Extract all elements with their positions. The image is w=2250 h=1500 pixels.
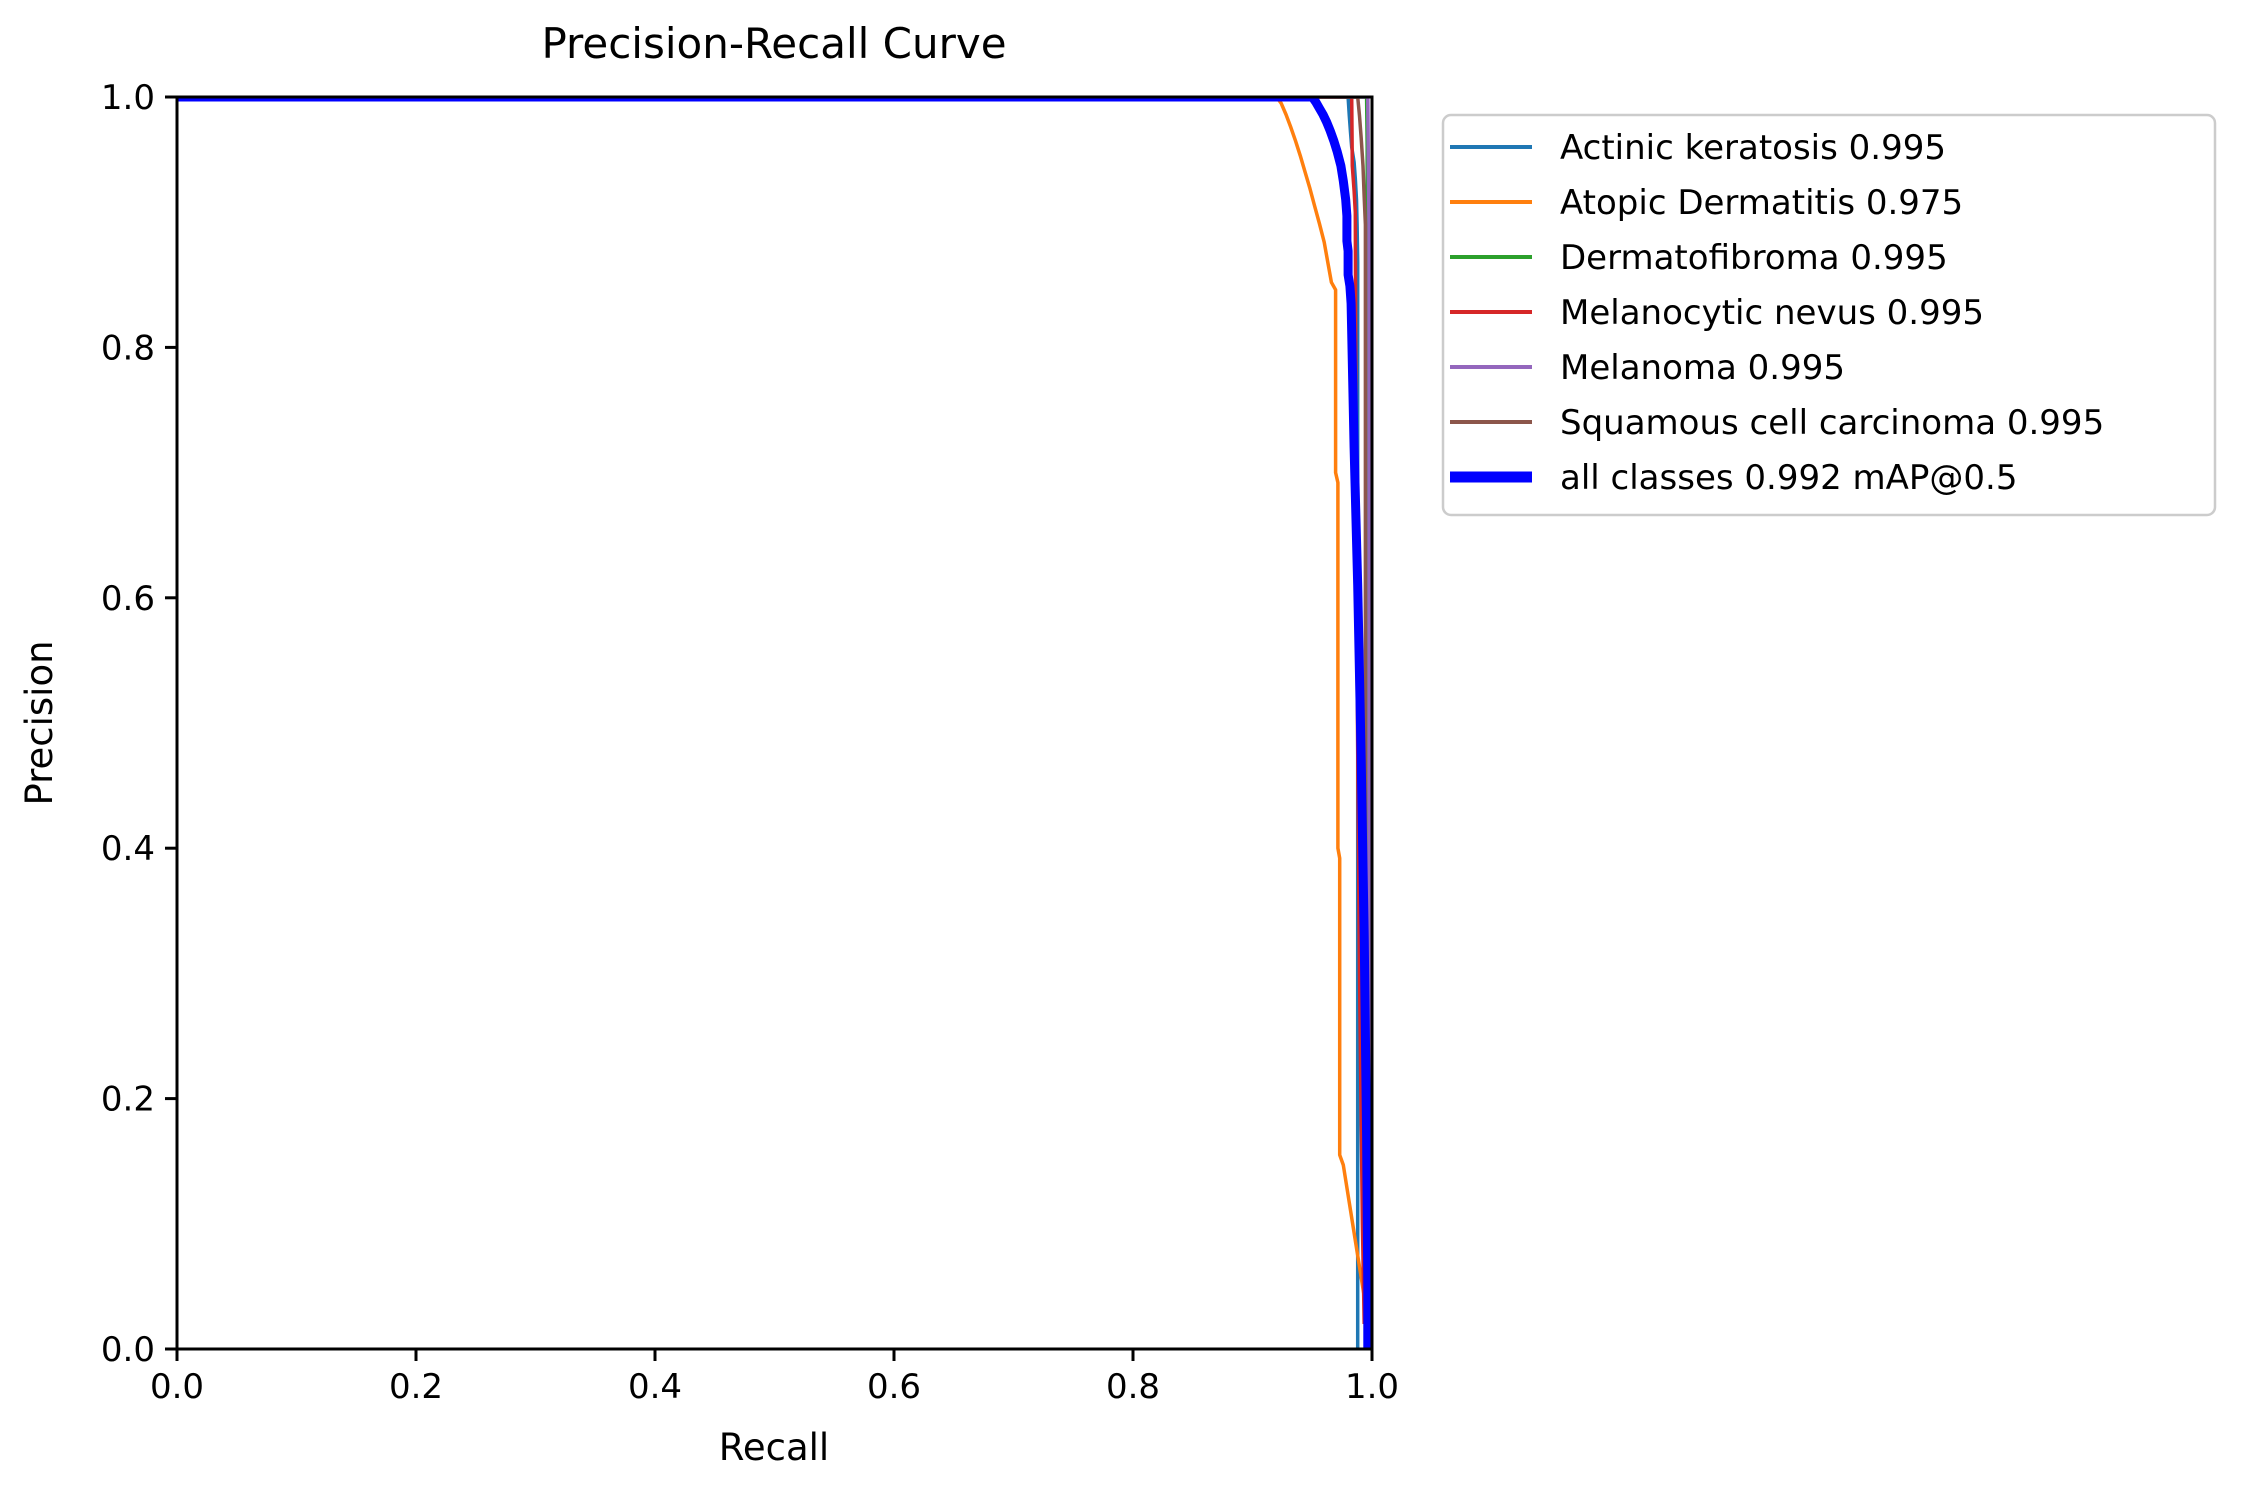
x-tick-label: 0.2 <box>389 1367 443 1407</box>
plot-border <box>175 95 1374 1351</box>
legend: Actinic keratosis 0.995 Atopic Dermatitis… <box>1441 113 2217 517</box>
series-group <box>177 97 1372 1349</box>
legend-label-actinic-keratosis: Actinic keratosis 0.995 <box>1560 128 1946 168</box>
ticks-group: 0.0 0.2 0.4 0.6 0.8 1.0 0.0 0.2 0.4 0.6 0.8 1.0 <box>101 78 1399 1407</box>
series-line-dermatofibroma <box>177 97 1369 1349</box>
y-tick-label: 1.0 <box>101 78 155 118</box>
y-tick-label: 0.4 <box>101 829 155 869</box>
legend-item-dermatofibroma: Dermatofibroma 0.995 <box>1450 238 1948 278</box>
x-axis-label: Recall <box>719 1426 829 1469</box>
legend-label-atopic-dermatitis: Atopic Dermatitis 0.975 <box>1560 183 1963 223</box>
y-tick-label: 0.6 <box>101 579 155 619</box>
legend-label-melanoma: Melanoma 0.995 <box>1560 348 1845 388</box>
legend-label-melanocytic-nevus: Melanocytic nevus 0.995 <box>1560 293 1984 333</box>
y-tick-label: 0.2 <box>101 1080 155 1120</box>
legend-item-atopic-dermatitis: Atopic Dermatitis 0.975 <box>1450 183 1963 223</box>
x-tick-label: 0.6 <box>867 1367 921 1407</box>
chart-title: Precision-Recall Curve <box>541 19 1006 68</box>
legend-item-melanoma: Melanoma 0.995 <box>1450 348 1845 388</box>
series-line-melanocytic-nevus <box>177 97 1366 1325</box>
legend-label-all-classes: all classes 0.992 mAP@0.5 <box>1560 458 2017 498</box>
legend-label-dermatofibroma: Dermatofibroma 0.995 <box>1560 238 1948 278</box>
legend-label-squamous-cell-carcinoma: Squamous cell carcinoma 0.995 <box>1560 403 2104 443</box>
legend-item-melanocytic-nevus: Melanocytic nevus 0.995 <box>1450 293 1984 333</box>
series-line-melanoma <box>177 97 1371 1349</box>
series-line-actinic-keratosis <box>177 97 1360 1349</box>
series-line-squamous-cell-carcinoma <box>177 97 1368 1349</box>
x-tick-label: 0.4 <box>628 1367 682 1407</box>
y-tick-label: 0.0 <box>101 1330 155 1370</box>
x-tick-label: 1.0 <box>1345 1367 1399 1407</box>
legend-box <box>1441 113 2217 517</box>
legend-item-actinic-keratosis: Actinic keratosis 0.995 <box>1450 128 1946 168</box>
legend-item-all-classes: all classes 0.992 mAP@0.5 <box>1450 458 2017 498</box>
y-tick-label: 0.8 <box>101 328 155 368</box>
series-line-all-classes <box>177 97 1372 1349</box>
legend-item-squamous-cell-carcinoma: Squamous cell carcinoma 0.995 <box>1450 403 2104 443</box>
series-line-atopic-dermatitis <box>177 97 1370 1325</box>
y-axis-label: Precision <box>18 640 61 805</box>
x-tick-label: 0.0 <box>150 1367 204 1407</box>
x-tick-label: 0.8 <box>1106 1367 1160 1407</box>
